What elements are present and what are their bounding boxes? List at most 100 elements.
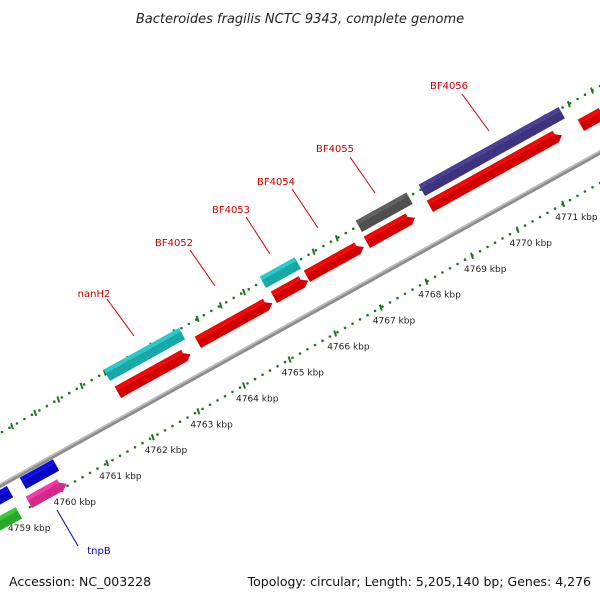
kbp-tick-label: 4759 kbp <box>8 524 51 534</box>
scale-dot <box>329 240 333 243</box>
scale-dot <box>508 232 512 236</box>
cds-green <box>0 507 22 531</box>
gene-label-BF4053: BF4053 <box>212 205 250 216</box>
tnpB-leader-line <box>56 509 79 547</box>
scale-dot <box>216 399 219 402</box>
kbp-tick-label: 4762 kbp <box>145 446 188 456</box>
scale-dot <box>202 313 206 317</box>
BF4053-leader-line <box>245 216 271 255</box>
scale-dot <box>463 258 467 262</box>
scale-minor-tick <box>218 302 223 309</box>
cds-BF4056 <box>418 107 565 196</box>
scale-dot <box>456 262 459 266</box>
scale-minor-tick <box>311 248 316 256</box>
kbp-tick-mark <box>561 200 566 208</box>
scale-dot <box>381 305 384 308</box>
scale-dot <box>276 365 279 368</box>
scale-minor-tick <box>56 396 61 403</box>
cds-blue-2 <box>19 459 60 489</box>
gene-label-BF4054: BF4054 <box>257 177 295 188</box>
BF4052-leader-line <box>189 249 216 287</box>
scale-minor-tick <box>102 369 107 376</box>
kbp-tick-mark <box>470 252 474 260</box>
kbp-tick-label: 4766 kbp <box>327 343 370 353</box>
gene-label-BF4055: BF4055 <box>316 144 354 155</box>
scale-dot <box>351 322 354 326</box>
scale-dot <box>23 417 26 421</box>
BF4054-leader-line <box>291 188 319 229</box>
scale-dot <box>314 249 318 252</box>
scale-dot <box>247 288 250 291</box>
scale-dot <box>156 433 159 436</box>
kbp-tick-label: 4768 kbp <box>418 291 461 301</box>
inner-dotted-scale <box>28 181 600 509</box>
scale-dot <box>358 318 362 321</box>
scale-dot <box>81 475 84 479</box>
scale-dot <box>411 192 415 196</box>
cds-right-edge <box>577 108 600 131</box>
scale-dot <box>501 237 504 240</box>
kbp-tick-label: 4769 kbp <box>464 265 507 275</box>
scale-dot <box>418 284 422 287</box>
kbp-tick-mark <box>105 459 110 467</box>
scale-dot <box>568 198 572 202</box>
scale-dot <box>68 391 71 395</box>
scale-dot <box>97 374 101 378</box>
scale-dot <box>322 244 325 248</box>
scale-dot <box>261 373 264 377</box>
gene-label-BF4056: BF4056 <box>430 81 468 92</box>
kbp-tick-mark <box>515 226 520 234</box>
scale-dot <box>30 413 34 417</box>
scale-dot <box>328 335 332 338</box>
cds-tnpB <box>25 479 67 508</box>
scale-dot <box>583 93 587 96</box>
scale-dot <box>217 305 221 308</box>
scale-dot <box>60 396 64 399</box>
kbp-tick-label: 4764 kbp <box>236 394 279 404</box>
scale-dot <box>210 309 213 313</box>
scale-dot <box>396 296 399 300</box>
scale-dot <box>299 257 303 261</box>
kbp-tick-label: 4761 kbp <box>99 472 142 482</box>
scale-dot <box>441 271 444 274</box>
scale-dot <box>291 356 294 360</box>
scale-dot <box>553 207 557 210</box>
scale-dot <box>538 215 542 219</box>
cds-nanH2-forward <box>114 349 191 398</box>
scale-dot <box>388 301 392 304</box>
genome-summary-text: Topology: circular; Length: 5,205,140 bp… <box>247 574 591 589</box>
map-title: Bacteroides fragilis NCTC 9343, complete… <box>136 12 464 27</box>
scale-dot <box>433 275 437 279</box>
kbp-tick-label: 4767 kbp <box>373 317 416 327</box>
scale-dot <box>186 416 189 419</box>
scale-dot <box>45 404 49 408</box>
scale-dot <box>163 429 167 432</box>
scale-dot <box>223 394 227 398</box>
scale-dot <box>239 292 243 295</box>
scale-dot <box>344 231 348 235</box>
scale-dot <box>201 407 204 411</box>
scale-dot <box>366 313 369 317</box>
scale-dot <box>187 322 191 326</box>
scale-dot <box>53 400 56 404</box>
gene-label-nanH2: nanH2 <box>78 289 111 300</box>
scale-dot <box>283 360 287 364</box>
scale-dot <box>583 190 587 193</box>
kbp-tick-label: 4763 kbp <box>190 420 233 430</box>
scale-minor-tick <box>79 382 84 390</box>
scale-minor-tick <box>566 100 571 108</box>
scale-dot <box>231 390 234 394</box>
genome-backbone <box>0 150 600 489</box>
scale-dot <box>321 339 324 343</box>
cds-blue-1 <box>0 486 14 505</box>
scale-dot <box>96 467 99 470</box>
kbp-tick-label: 4765 kbp <box>282 368 325 378</box>
scale-dot <box>38 409 41 412</box>
scale-dot <box>148 437 152 441</box>
gene-label-tnpB: tnpB <box>87 546 111 557</box>
cds-BF4054 <box>303 242 364 282</box>
scale-dot <box>238 386 242 389</box>
scale-dot <box>82 383 86 386</box>
scale-minor-tick <box>590 87 594 94</box>
